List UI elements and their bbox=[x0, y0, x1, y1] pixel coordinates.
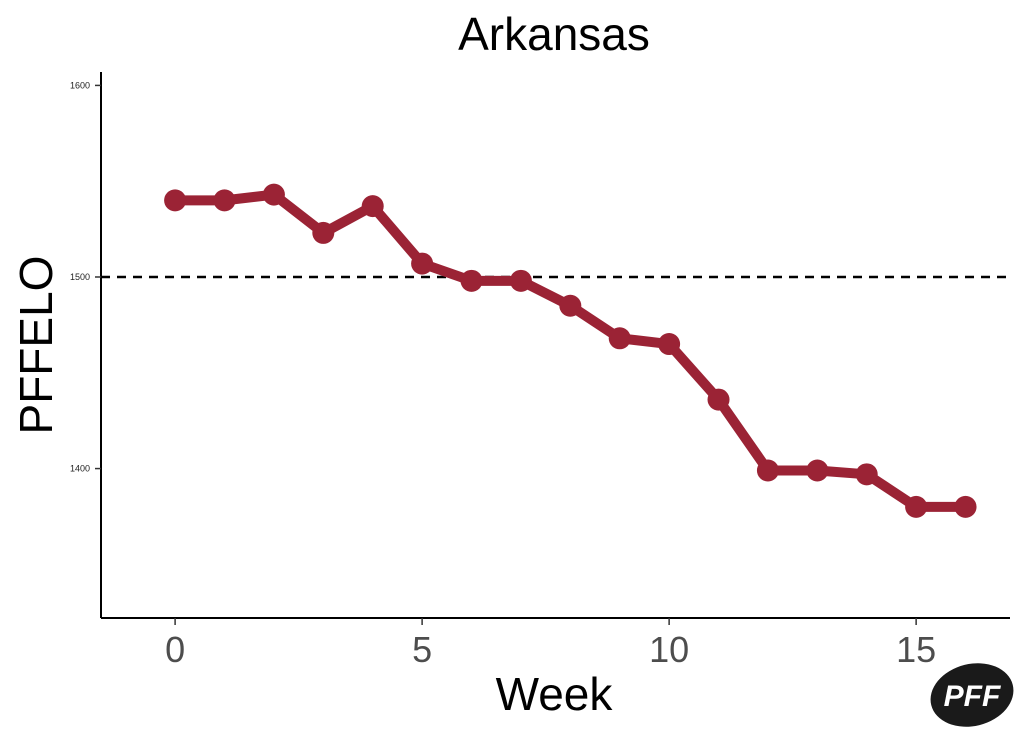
x-tick-label: 5 bbox=[412, 629, 432, 670]
chart-title: Arkansas bbox=[458, 8, 650, 60]
data-point bbox=[707, 388, 730, 411]
data-point bbox=[806, 459, 829, 482]
pff-logo-text: PFF bbox=[944, 680, 1001, 713]
data-point bbox=[361, 195, 384, 218]
data-point bbox=[312, 221, 335, 244]
plot-area: 1400 1500 1600 0 5 10 15 bbox=[70, 72, 1010, 670]
data-point bbox=[213, 189, 236, 212]
y-tick-label: 1400 bbox=[70, 464, 90, 474]
y-tick-label: 1500 bbox=[70, 272, 90, 282]
data-point bbox=[460, 269, 483, 292]
data-point bbox=[905, 495, 928, 518]
data-point bbox=[509, 269, 532, 292]
data-point bbox=[608, 327, 631, 350]
pff-logo-badge bbox=[930, 663, 1014, 727]
series-line bbox=[170, 189, 971, 512]
data-point bbox=[658, 333, 681, 356]
data-point bbox=[756, 459, 779, 482]
pff-logo: PFF bbox=[930, 663, 1014, 727]
data-point bbox=[855, 463, 878, 486]
x-tick-label: 0 bbox=[165, 629, 185, 670]
data-point bbox=[954, 495, 977, 518]
y-axis-title: PFFELO bbox=[10, 256, 62, 435]
x-tick-label: 15 bbox=[896, 629, 936, 670]
data-point bbox=[262, 183, 285, 206]
data-point bbox=[559, 294, 582, 317]
data-point bbox=[164, 189, 187, 212]
x-axis-title: Week bbox=[496, 668, 614, 720]
x-tick-label: 10 bbox=[649, 629, 689, 670]
data-point bbox=[411, 252, 434, 275]
y-tick-label: 1600 bbox=[70, 80, 90, 90]
